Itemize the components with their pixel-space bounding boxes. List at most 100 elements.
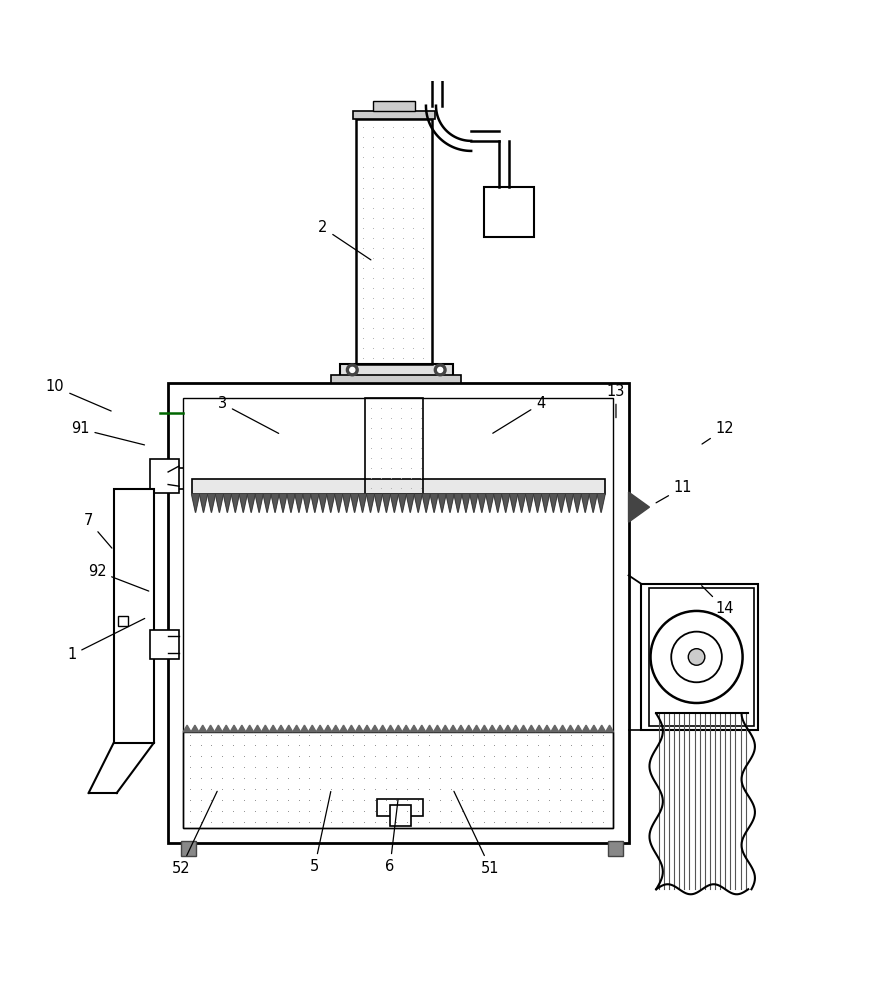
Polygon shape xyxy=(255,494,263,513)
Polygon shape xyxy=(501,494,509,513)
Polygon shape xyxy=(418,725,426,732)
Polygon shape xyxy=(488,725,496,732)
Polygon shape xyxy=(422,494,430,513)
Circle shape xyxy=(651,611,743,703)
Polygon shape xyxy=(343,494,351,513)
Polygon shape xyxy=(222,725,230,732)
Bar xyxy=(378,799,424,816)
Polygon shape xyxy=(317,725,324,732)
Polygon shape xyxy=(534,494,542,513)
Polygon shape xyxy=(254,725,262,732)
Polygon shape xyxy=(399,494,406,513)
Polygon shape xyxy=(606,725,614,732)
Bar xyxy=(357,119,432,364)
Polygon shape xyxy=(494,494,501,513)
Circle shape xyxy=(688,649,705,665)
Text: 92: 92 xyxy=(88,564,149,591)
Text: 4: 4 xyxy=(493,396,545,433)
Bar xyxy=(353,111,435,119)
Bar xyxy=(118,616,128,626)
Polygon shape xyxy=(183,725,191,732)
Polygon shape xyxy=(239,494,248,513)
Polygon shape xyxy=(573,494,582,513)
Polygon shape xyxy=(470,494,478,513)
Polygon shape xyxy=(496,725,504,732)
Polygon shape xyxy=(347,725,355,732)
Polygon shape xyxy=(520,725,528,732)
Polygon shape xyxy=(402,725,410,732)
Polygon shape xyxy=(215,725,222,732)
Text: 13: 13 xyxy=(607,384,625,418)
Polygon shape xyxy=(192,494,200,513)
Text: 6: 6 xyxy=(385,800,398,874)
Polygon shape xyxy=(438,494,446,513)
Polygon shape xyxy=(559,725,567,732)
Circle shape xyxy=(350,367,355,372)
Polygon shape xyxy=(335,494,343,513)
Bar xyxy=(113,489,153,743)
Polygon shape xyxy=(597,494,605,513)
Text: 51: 51 xyxy=(454,791,500,876)
Polygon shape xyxy=(231,494,239,513)
Polygon shape xyxy=(246,725,254,732)
Polygon shape xyxy=(366,494,374,513)
Polygon shape xyxy=(535,725,543,732)
Polygon shape xyxy=(410,725,418,732)
Polygon shape xyxy=(332,725,340,732)
Polygon shape xyxy=(223,494,231,513)
Polygon shape xyxy=(528,725,535,732)
Polygon shape xyxy=(565,494,573,513)
Polygon shape xyxy=(293,725,301,732)
Bar xyxy=(183,732,614,828)
Circle shape xyxy=(671,632,722,682)
Polygon shape xyxy=(277,725,285,732)
Polygon shape xyxy=(454,494,462,513)
Text: 14: 14 xyxy=(702,586,734,616)
Polygon shape xyxy=(363,725,371,732)
Text: 2: 2 xyxy=(318,220,371,260)
Polygon shape xyxy=(279,494,287,513)
Polygon shape xyxy=(457,725,465,732)
Polygon shape xyxy=(406,494,414,513)
Bar xyxy=(192,479,605,494)
Polygon shape xyxy=(191,725,199,732)
Polygon shape xyxy=(358,494,366,513)
Bar xyxy=(183,398,614,828)
Polygon shape xyxy=(414,494,422,513)
Polygon shape xyxy=(465,725,473,732)
Bar xyxy=(650,588,754,726)
Polygon shape xyxy=(430,494,438,513)
Polygon shape xyxy=(200,494,208,513)
Bar xyxy=(484,187,535,237)
Bar xyxy=(608,841,623,856)
Polygon shape xyxy=(462,494,470,513)
Text: 11: 11 xyxy=(656,480,692,503)
Polygon shape xyxy=(480,725,488,732)
Text: 10: 10 xyxy=(46,379,111,411)
Polygon shape xyxy=(590,725,598,732)
Polygon shape xyxy=(340,725,347,732)
Polygon shape xyxy=(303,494,310,513)
Polygon shape xyxy=(391,494,399,513)
Polygon shape xyxy=(509,494,518,513)
Polygon shape xyxy=(378,725,386,732)
Polygon shape xyxy=(271,494,279,513)
Polygon shape xyxy=(199,725,207,732)
Bar xyxy=(150,459,179,493)
Polygon shape xyxy=(598,725,606,732)
Polygon shape xyxy=(478,494,486,513)
Polygon shape xyxy=(269,725,277,732)
Bar xyxy=(340,364,453,383)
Polygon shape xyxy=(295,494,303,513)
Bar xyxy=(331,375,461,383)
Polygon shape xyxy=(207,725,215,732)
Bar xyxy=(181,841,195,856)
Polygon shape xyxy=(215,494,223,513)
Polygon shape xyxy=(230,725,238,732)
Text: 12: 12 xyxy=(702,421,734,444)
Polygon shape xyxy=(309,725,317,732)
Polygon shape xyxy=(549,494,557,513)
Polygon shape xyxy=(371,725,378,732)
Polygon shape xyxy=(512,725,520,732)
Text: 3: 3 xyxy=(218,396,279,433)
